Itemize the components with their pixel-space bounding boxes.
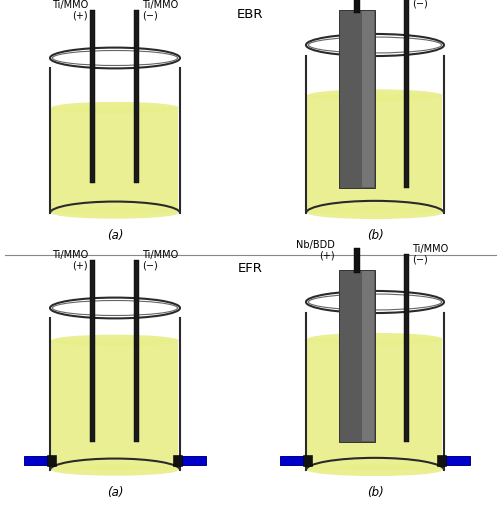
Text: Ti/MMO: Ti/MMO — [52, 250, 88, 260]
Bar — [437, 455, 446, 465]
Text: Ti/MMO: Ti/MMO — [52, 0, 88, 10]
Bar — [354, 0, 360, 13]
Bar — [134, 10, 139, 183]
Ellipse shape — [308, 464, 442, 476]
Text: (+): (+) — [72, 261, 88, 271]
Bar — [304, 455, 313, 465]
Text: (a): (a) — [107, 229, 123, 242]
Bar — [404, 254, 409, 442]
Ellipse shape — [52, 207, 178, 219]
Ellipse shape — [308, 89, 442, 102]
Text: EFR: EFR — [237, 262, 263, 275]
Bar — [404, 0, 409, 188]
Bar — [24, 456, 52, 464]
Text: (+): (+) — [72, 11, 88, 21]
Bar — [52, 108, 178, 213]
Bar — [442, 456, 470, 464]
Text: (−): (−) — [142, 11, 158, 21]
Ellipse shape — [52, 464, 178, 475]
Text: Ti/MMO: Ti/MMO — [142, 0, 178, 10]
Bar — [362, 271, 374, 441]
Text: EBR: EBR — [237, 8, 263, 21]
Bar — [91, 260, 96, 442]
Bar — [339, 10, 375, 188]
Bar — [178, 456, 206, 464]
Text: (a): (a) — [107, 486, 123, 499]
Bar — [48, 455, 57, 465]
Bar — [134, 260, 139, 442]
Text: (b): (b) — [367, 229, 383, 242]
Ellipse shape — [308, 333, 442, 345]
Text: Ti/MMO: Ti/MMO — [142, 250, 178, 260]
Text: Ti/MMO: Ti/MMO — [412, 244, 448, 254]
Bar — [308, 339, 442, 470]
Bar — [354, 248, 360, 273]
Bar — [308, 96, 442, 213]
Text: (+): (+) — [319, 251, 335, 261]
Text: (−): (−) — [142, 261, 158, 271]
Text: (−): (−) — [412, 0, 428, 8]
Bar — [362, 11, 374, 187]
Bar — [339, 270, 375, 442]
Ellipse shape — [308, 207, 442, 219]
Bar — [91, 10, 96, 183]
Ellipse shape — [52, 335, 178, 346]
Text: Nb/BDD: Nb/BDD — [296, 240, 335, 250]
Text: (b): (b) — [367, 486, 383, 499]
Bar — [173, 455, 182, 465]
Bar — [280, 456, 308, 464]
Text: (−): (−) — [412, 255, 428, 265]
Bar — [52, 340, 178, 470]
Ellipse shape — [52, 102, 178, 113]
